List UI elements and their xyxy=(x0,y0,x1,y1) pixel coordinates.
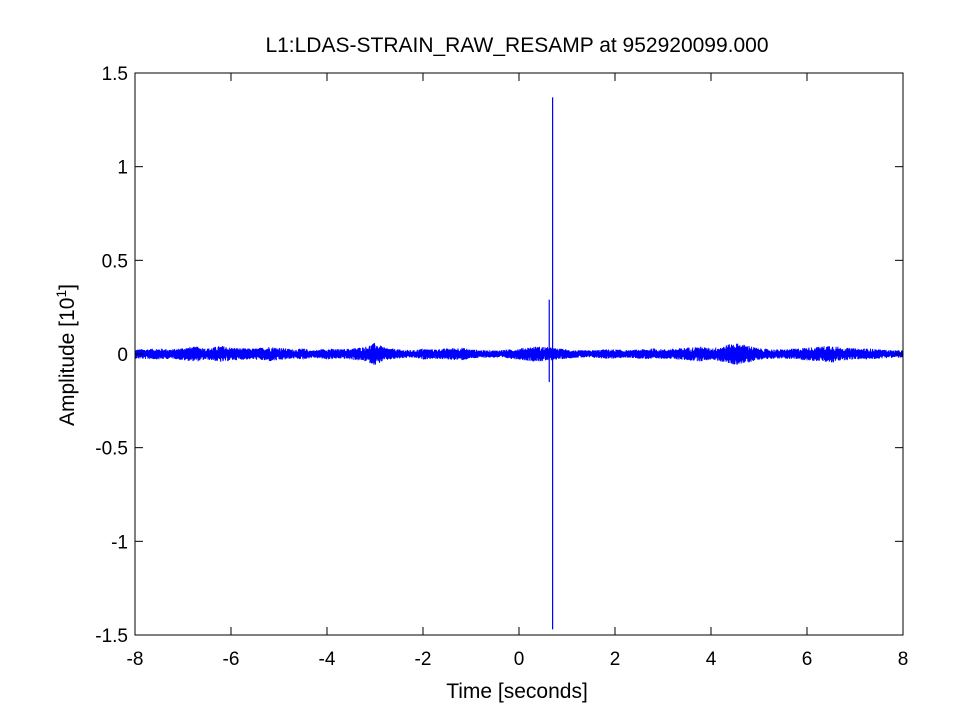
x-tick-label: 4 xyxy=(706,649,717,670)
x-tick-label: 0 xyxy=(514,649,525,670)
y-tick-label: -1 xyxy=(111,532,128,553)
y-axis-label-main: Amplitude [10 xyxy=(56,298,79,426)
y-axis-label-close: ] xyxy=(56,284,79,290)
x-tick-label: -4 xyxy=(319,649,336,670)
y-tick-label: -0.5 xyxy=(95,439,128,460)
x-tick-label: -8 xyxy=(127,649,144,670)
y-tick-label: 1.5 xyxy=(102,64,128,85)
y-axis-label-exponent: 1 xyxy=(53,290,69,298)
y-tick-label: 0 xyxy=(117,345,128,366)
x-axis: -8 -6 -4 -2 0 2 4 6 8 xyxy=(127,73,909,670)
x-tick-label: -2 xyxy=(415,649,432,670)
y-tick-label: 0.5 xyxy=(102,251,128,272)
y-tick-label: 1 xyxy=(117,158,128,179)
chart-title: L1:LDAS-STRAIN_RAW_RESAMP at 952920099.0… xyxy=(265,34,768,57)
x-axis-label: Time [seconds] xyxy=(446,680,588,703)
signal-trace xyxy=(134,343,904,365)
x-tick-label: 8 xyxy=(898,649,909,670)
x-tick-label: 6 xyxy=(802,649,813,670)
y-tick-label: -1.5 xyxy=(95,626,128,647)
x-tick-label: 2 xyxy=(610,649,621,670)
y-axis-label: Amplitude [101] xyxy=(53,284,79,426)
y-axis: 1.5 1 0.5 0 -0.5 -1 -1.5 xyxy=(95,64,903,647)
x-tick-label: -6 xyxy=(223,649,240,670)
